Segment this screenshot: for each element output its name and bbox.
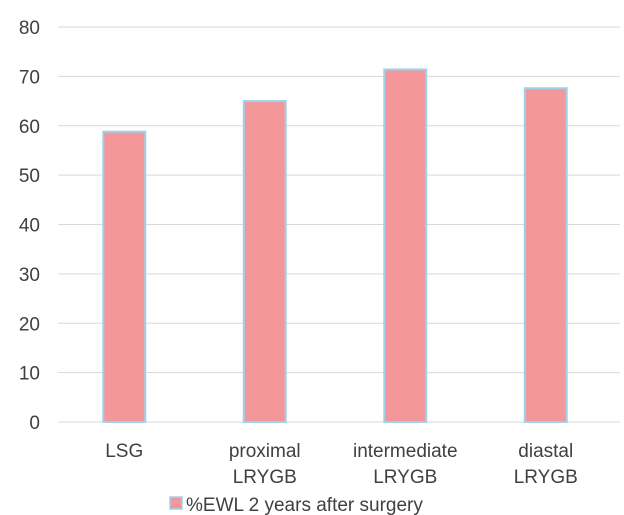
y-tick-label: 70 [19, 67, 40, 88]
x-category-label: diastal LRYGB [514, 441, 578, 488]
y-tick-label: 60 [19, 117, 40, 138]
bar-2 [383, 68, 428, 424]
y-tick-label: 40 [19, 216, 40, 237]
x-category-label-line: LRYGB [514, 467, 578, 488]
x-category-label: intermediate LRYGB [353, 441, 458, 488]
bars [102, 68, 568, 424]
y-tick-label: 20 [19, 314, 40, 335]
x-category-label-line: LRYGB [233, 467, 297, 488]
legend-swatch [169, 496, 183, 510]
y-tick-label: 10 [19, 364, 40, 385]
x-category-label-line: diastal [518, 441, 573, 462]
bar-3 [523, 87, 568, 423]
y-tick-label: 80 [19, 18, 40, 39]
bar-1 [242, 100, 287, 423]
legend-label: %EWL 2 years after surgery [186, 495, 423, 515]
x-category-label: proximal LRYGB [229, 441, 301, 488]
x-category-label: LSG [105, 441, 143, 462]
gridlines [58, 26, 620, 423]
y-axis-tick-labels: 0 10 20 30 40 50 60 70 80 [19, 18, 40, 434]
bar-0 [102, 130, 147, 424]
x-category-label-line: LSG [105, 441, 143, 462]
x-category-label-line: intermediate [353, 441, 458, 462]
legend: %EWL 2 years after surgery [169, 495, 423, 515]
y-tick-label: 50 [19, 166, 40, 187]
y-tick-label: 0 [29, 413, 40, 434]
y-tick-label: 30 [19, 265, 40, 286]
x-category-label-line: proximal [229, 441, 301, 462]
x-category-label-line: LRYGB [373, 467, 437, 488]
